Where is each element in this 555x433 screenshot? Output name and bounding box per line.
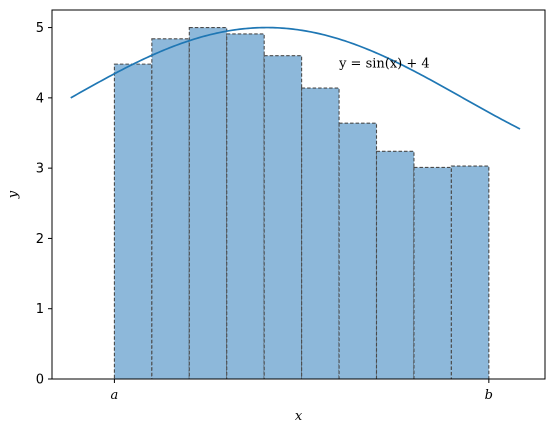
y-tick-label: 1 bbox=[36, 302, 44, 317]
y-tick-label: 4 bbox=[36, 91, 44, 106]
y-tick-label: 3 bbox=[36, 162, 44, 177]
riemann-bar bbox=[188, 27, 228, 380]
riemann-bar bbox=[450, 165, 490, 380]
riemann-bar bbox=[301, 87, 340, 380]
riemann-bar bbox=[263, 55, 303, 380]
bars-layer bbox=[113, 27, 490, 380]
curve-equation-annotation: y = sin(x) + 4 bbox=[338, 57, 430, 72]
sin-curve-line bbox=[70, 26, 521, 130]
y-axis-label: y bbox=[6, 190, 21, 199]
riemann-bar bbox=[338, 122, 378, 380]
x-tick-label: a bbox=[111, 388, 119, 403]
riemann-bar bbox=[151, 38, 190, 380]
y-tick-label: 2 bbox=[36, 232, 44, 247]
y-tick-label: 5 bbox=[36, 21, 44, 36]
y-tick-label: 0 bbox=[36, 373, 44, 388]
riemann-bar bbox=[226, 33, 265, 380]
riemann-bar bbox=[375, 150, 415, 380]
riemann-bar bbox=[113, 63, 153, 380]
riemann-bar bbox=[413, 166, 452, 380]
ticks-layer: 0 1 2 3 4 5 a b bbox=[36, 21, 493, 403]
axes-frame bbox=[51, 9, 546, 380]
x-axis-label: x bbox=[295, 409, 303, 424]
x-tick-label: b bbox=[485, 388, 493, 403]
